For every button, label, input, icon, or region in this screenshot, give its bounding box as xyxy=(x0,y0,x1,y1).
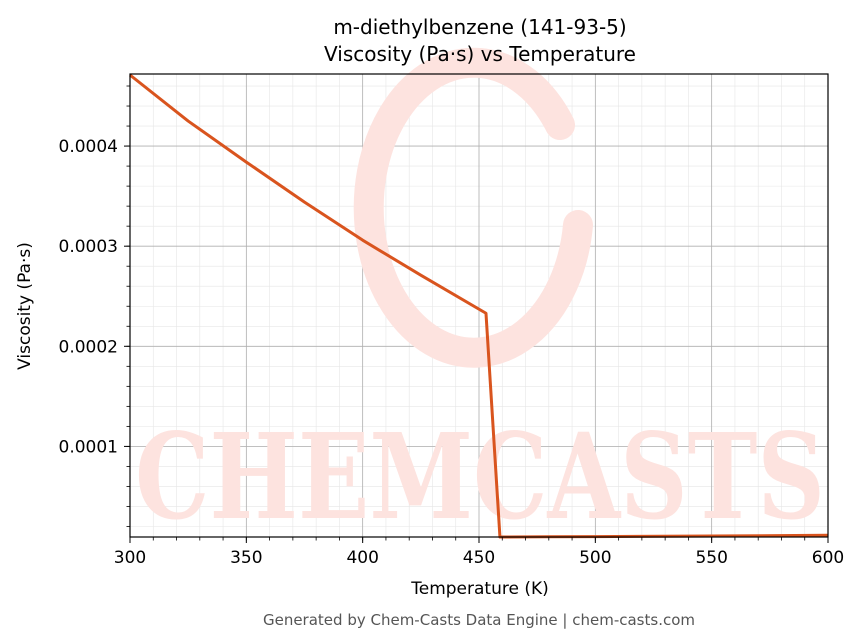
x-tick-label: 550 xyxy=(695,548,727,568)
chart-subtitle: Viscosity (Pa·s) vs Temperature xyxy=(324,42,636,66)
watermark-text: CHEMCASTS xyxy=(135,407,825,546)
footer-credit: Generated by Chem-Casts Data Engine | ch… xyxy=(263,611,695,629)
watermark-ring-icon xyxy=(353,47,593,368)
x-tick-label: 600 xyxy=(812,548,844,568)
y-axis-ticks: 0.0001 0.0002 0.0003 0.0004 xyxy=(59,85,130,527)
chart-title: m-diethylbenzene (141-93-5) xyxy=(333,15,626,39)
x-axis-label: Temperature (K) xyxy=(410,579,549,599)
y-tick-label: 0.0001 xyxy=(59,437,118,457)
x-tick-label: 300 xyxy=(114,548,146,568)
x-tick-label: 350 xyxy=(230,548,262,568)
x-tick-label: 450 xyxy=(463,548,495,568)
y-tick-label: 0.0002 xyxy=(59,337,118,357)
y-tick-label: 0.0004 xyxy=(59,137,118,157)
y-axis-label: Viscosity (Pa·s) xyxy=(15,242,35,370)
x-tick-label: 400 xyxy=(346,548,378,568)
y-tick-label: 0.0003 xyxy=(59,237,118,257)
x-axis-ticks: 300 350 400 450 500 550 600 xyxy=(114,537,844,568)
watermark: CHEMCASTS xyxy=(135,47,825,546)
x-tick-label: 500 xyxy=(579,548,611,568)
